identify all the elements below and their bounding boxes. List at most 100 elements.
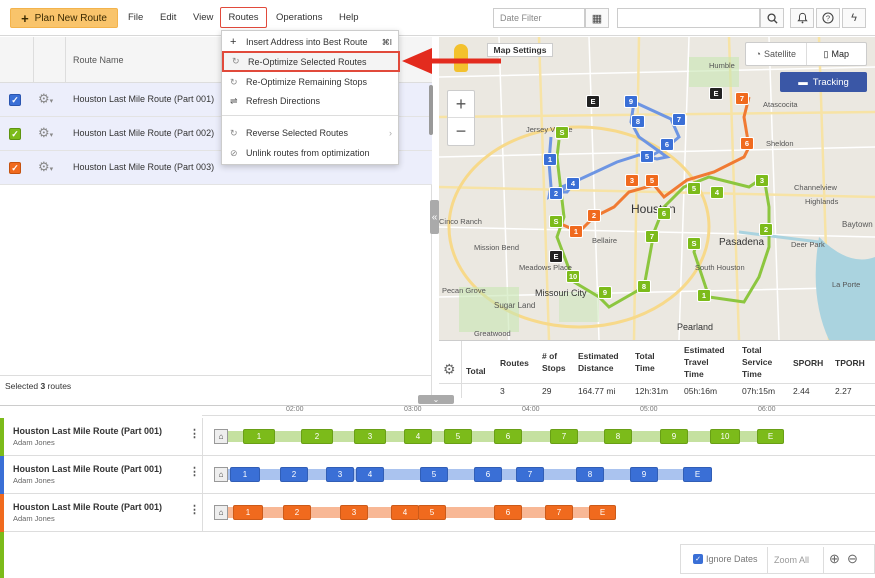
menu-routes[interactable]: Routes: [220, 7, 267, 28]
search-input[interactable]: [617, 8, 760, 28]
route-stop-marker[interactable]: 8: [631, 115, 645, 128]
timeline-stop[interactable]: 9: [630, 467, 658, 482]
timeline-stop[interactable]: 7: [550, 429, 578, 444]
route-stop-marker[interactable]: 6: [660, 138, 674, 151]
route-stop-marker[interactable]: 2: [587, 209, 601, 222]
more-options-icon[interactable]: ⋮: [189, 466, 200, 478]
menu-operations[interactable]: Operations: [276, 12, 323, 23]
timeline-stop[interactable]: 8: [576, 467, 604, 482]
menu-refresh-directions[interactable]: ⇌ Refresh Directions: [222, 91, 398, 111]
route-stop-marker[interactable]: 5: [645, 174, 659, 187]
timeline-stop[interactable]: 6: [494, 429, 522, 444]
timeline-stop[interactable]: 5: [418, 505, 446, 520]
date-filter-input[interactable]: Date Filter: [493, 8, 585, 28]
more-options-icon[interactable]: ⋮: [189, 504, 200, 516]
timeline-stop[interactable]: 3: [326, 467, 354, 482]
route-start-marker[interactable]: S: [687, 237, 701, 250]
street-view-icon[interactable]: [454, 44, 468, 72]
satellite-button[interactable]: ◔ Satellite: [746, 43, 806, 65]
route-stop-marker[interactable]: 10: [566, 270, 580, 283]
depot-icon[interactable]: ⌂: [214, 429, 228, 444]
map-button[interactable]: ▯ Map: [805, 43, 867, 65]
help-icon[interactable]: ?: [816, 8, 840, 28]
route-name-header[interactable]: Route Name: [73, 55, 124, 65]
route-stop-marker[interactable]: 2: [549, 187, 563, 200]
menu-reoptimize-remaining[interactable]: ↻ Re-Optimize Remaining Stops: [222, 72, 398, 92]
gear-icon[interactable]: ⚙▾: [38, 159, 54, 174]
menu-reverse-routes[interactable]: ↻ Reverse Selected Routes ›: [222, 123, 398, 143]
route-stop-marker[interactable]: 6: [740, 137, 754, 150]
ignore-dates-checkbox[interactable]: ✓: [693, 554, 703, 564]
collapse-panel-handle[interactable]: «: [430, 200, 439, 234]
calendar-icon[interactable]: ▦: [585, 8, 609, 28]
tracking-button[interactable]: ▬ Tracking: [780, 72, 867, 92]
menu-help[interactable]: Help: [339, 12, 359, 23]
row-checkbox[interactable]: ✓: [9, 128, 21, 140]
timeline-stop[interactable]: 7: [545, 505, 573, 520]
timeline-stop[interactable]: E: [589, 505, 616, 520]
route-stop-marker[interactable]: 1: [697, 289, 711, 302]
lightning-icon[interactable]: ϟ: [842, 8, 866, 28]
route-end-marker[interactable]: E: [709, 87, 723, 100]
zoom-all-button[interactable]: Zoom All: [774, 555, 810, 565]
timeline-stop[interactable]: 8: [604, 429, 632, 444]
timeline-stop[interactable]: 7: [516, 467, 544, 482]
timeline-stop[interactable]: 3: [340, 505, 368, 520]
search-icon[interactable]: [760, 8, 784, 28]
route-stop-marker[interactable]: 5: [640, 150, 654, 163]
gear-icon[interactable]: ⚙▾: [38, 91, 54, 106]
menu-view[interactable]: View: [193, 12, 214, 23]
depot-icon[interactable]: ⌂: [214, 505, 228, 520]
timeline-stop[interactable]: 1: [230, 467, 260, 482]
timeline-stop[interactable]: E: [757, 429, 784, 444]
route-stop-marker[interactable]: 3: [755, 174, 769, 187]
timeline-stop[interactable]: 4: [404, 429, 432, 444]
timeline-stop[interactable]: 1: [233, 505, 263, 520]
route-stop-marker[interactable]: 8: [637, 280, 651, 293]
plan-new-route-button[interactable]: + Plan New Route: [10, 8, 118, 28]
timeline-stop[interactable]: 5: [420, 467, 448, 482]
route-end-marker[interactable]: E: [586, 95, 600, 108]
route-stop-marker[interactable]: 1: [569, 225, 583, 238]
timeline-stop[interactable]: 6: [494, 505, 522, 520]
more-options-icon[interactable]: ⋮: [189, 428, 200, 440]
timeline-stop[interactable]: 3: [354, 429, 386, 444]
timeline-stop[interactable]: 2: [301, 429, 333, 444]
route-start-marker[interactable]: S: [549, 215, 563, 228]
timeline-row[interactable]: Houston Last Mile Route (Part 001) Adam …: [0, 418, 875, 456]
route-stop-marker[interactable]: 9: [624, 95, 638, 108]
route-stop-marker[interactable]: 4: [566, 177, 580, 190]
timeline-stop[interactable]: E: [683, 467, 712, 482]
route-stop-marker[interactable]: 7: [645, 230, 659, 243]
scrollbar[interactable]: [429, 85, 433, 135]
timeline-stop[interactable]: 1: [243, 429, 275, 444]
route-start-marker[interactable]: S: [555, 126, 569, 139]
timeline-stop[interactable]: 10: [710, 429, 740, 444]
route-stop-marker[interactable]: 5: [687, 182, 701, 195]
route-end-marker[interactable]: E: [549, 250, 563, 263]
timeline-stop[interactable]: 6: [474, 467, 502, 482]
bell-icon[interactable]: [790, 8, 814, 28]
map-settings-button[interactable]: Map Settings: [487, 43, 553, 57]
gear-icon[interactable]: ⚙▾: [38, 125, 54, 140]
zoom-out-icon[interactable]: ⊖: [847, 551, 858, 566]
route-stop-marker[interactable]: 7: [735, 92, 749, 105]
route-stop-marker[interactable]: 6: [657, 207, 671, 220]
timeline-stop[interactable]: 9: [660, 429, 688, 444]
resize-handle[interactable]: ⌄: [418, 395, 454, 404]
menu-reoptimize-selected[interactable]: ↻ Re-Optimize Selected Routes: [222, 51, 400, 72]
menu-unlink-routes[interactable]: ⊘ Unlink routes from optimization: [222, 143, 398, 163]
timeline-stop[interactable]: 5: [444, 429, 472, 444]
route-stop-marker[interactable]: 4: [710, 186, 724, 199]
menu-insert-address[interactable]: + Insert Address into Best Route ⌘I: [222, 32, 398, 52]
timeline-stop[interactable]: 4: [356, 467, 384, 482]
row-checkbox[interactable]: ✓: [9, 94, 21, 106]
menu-file[interactable]: File: [128, 12, 144, 23]
zoom-out-button[interactable]: −: [455, 121, 467, 141]
timeline-row[interactable]: Houston Last Mile Route (Part 001) Adam …: [0, 456, 875, 494]
timeline-stop[interactable]: 2: [280, 467, 308, 482]
timeline-stop[interactable]: 2: [283, 505, 311, 520]
zoom-in-button[interactable]: +: [448, 91, 474, 118]
depot-icon[interactable]: ⌂: [214, 467, 228, 482]
row-checkbox[interactable]: ✓: [9, 162, 21, 174]
